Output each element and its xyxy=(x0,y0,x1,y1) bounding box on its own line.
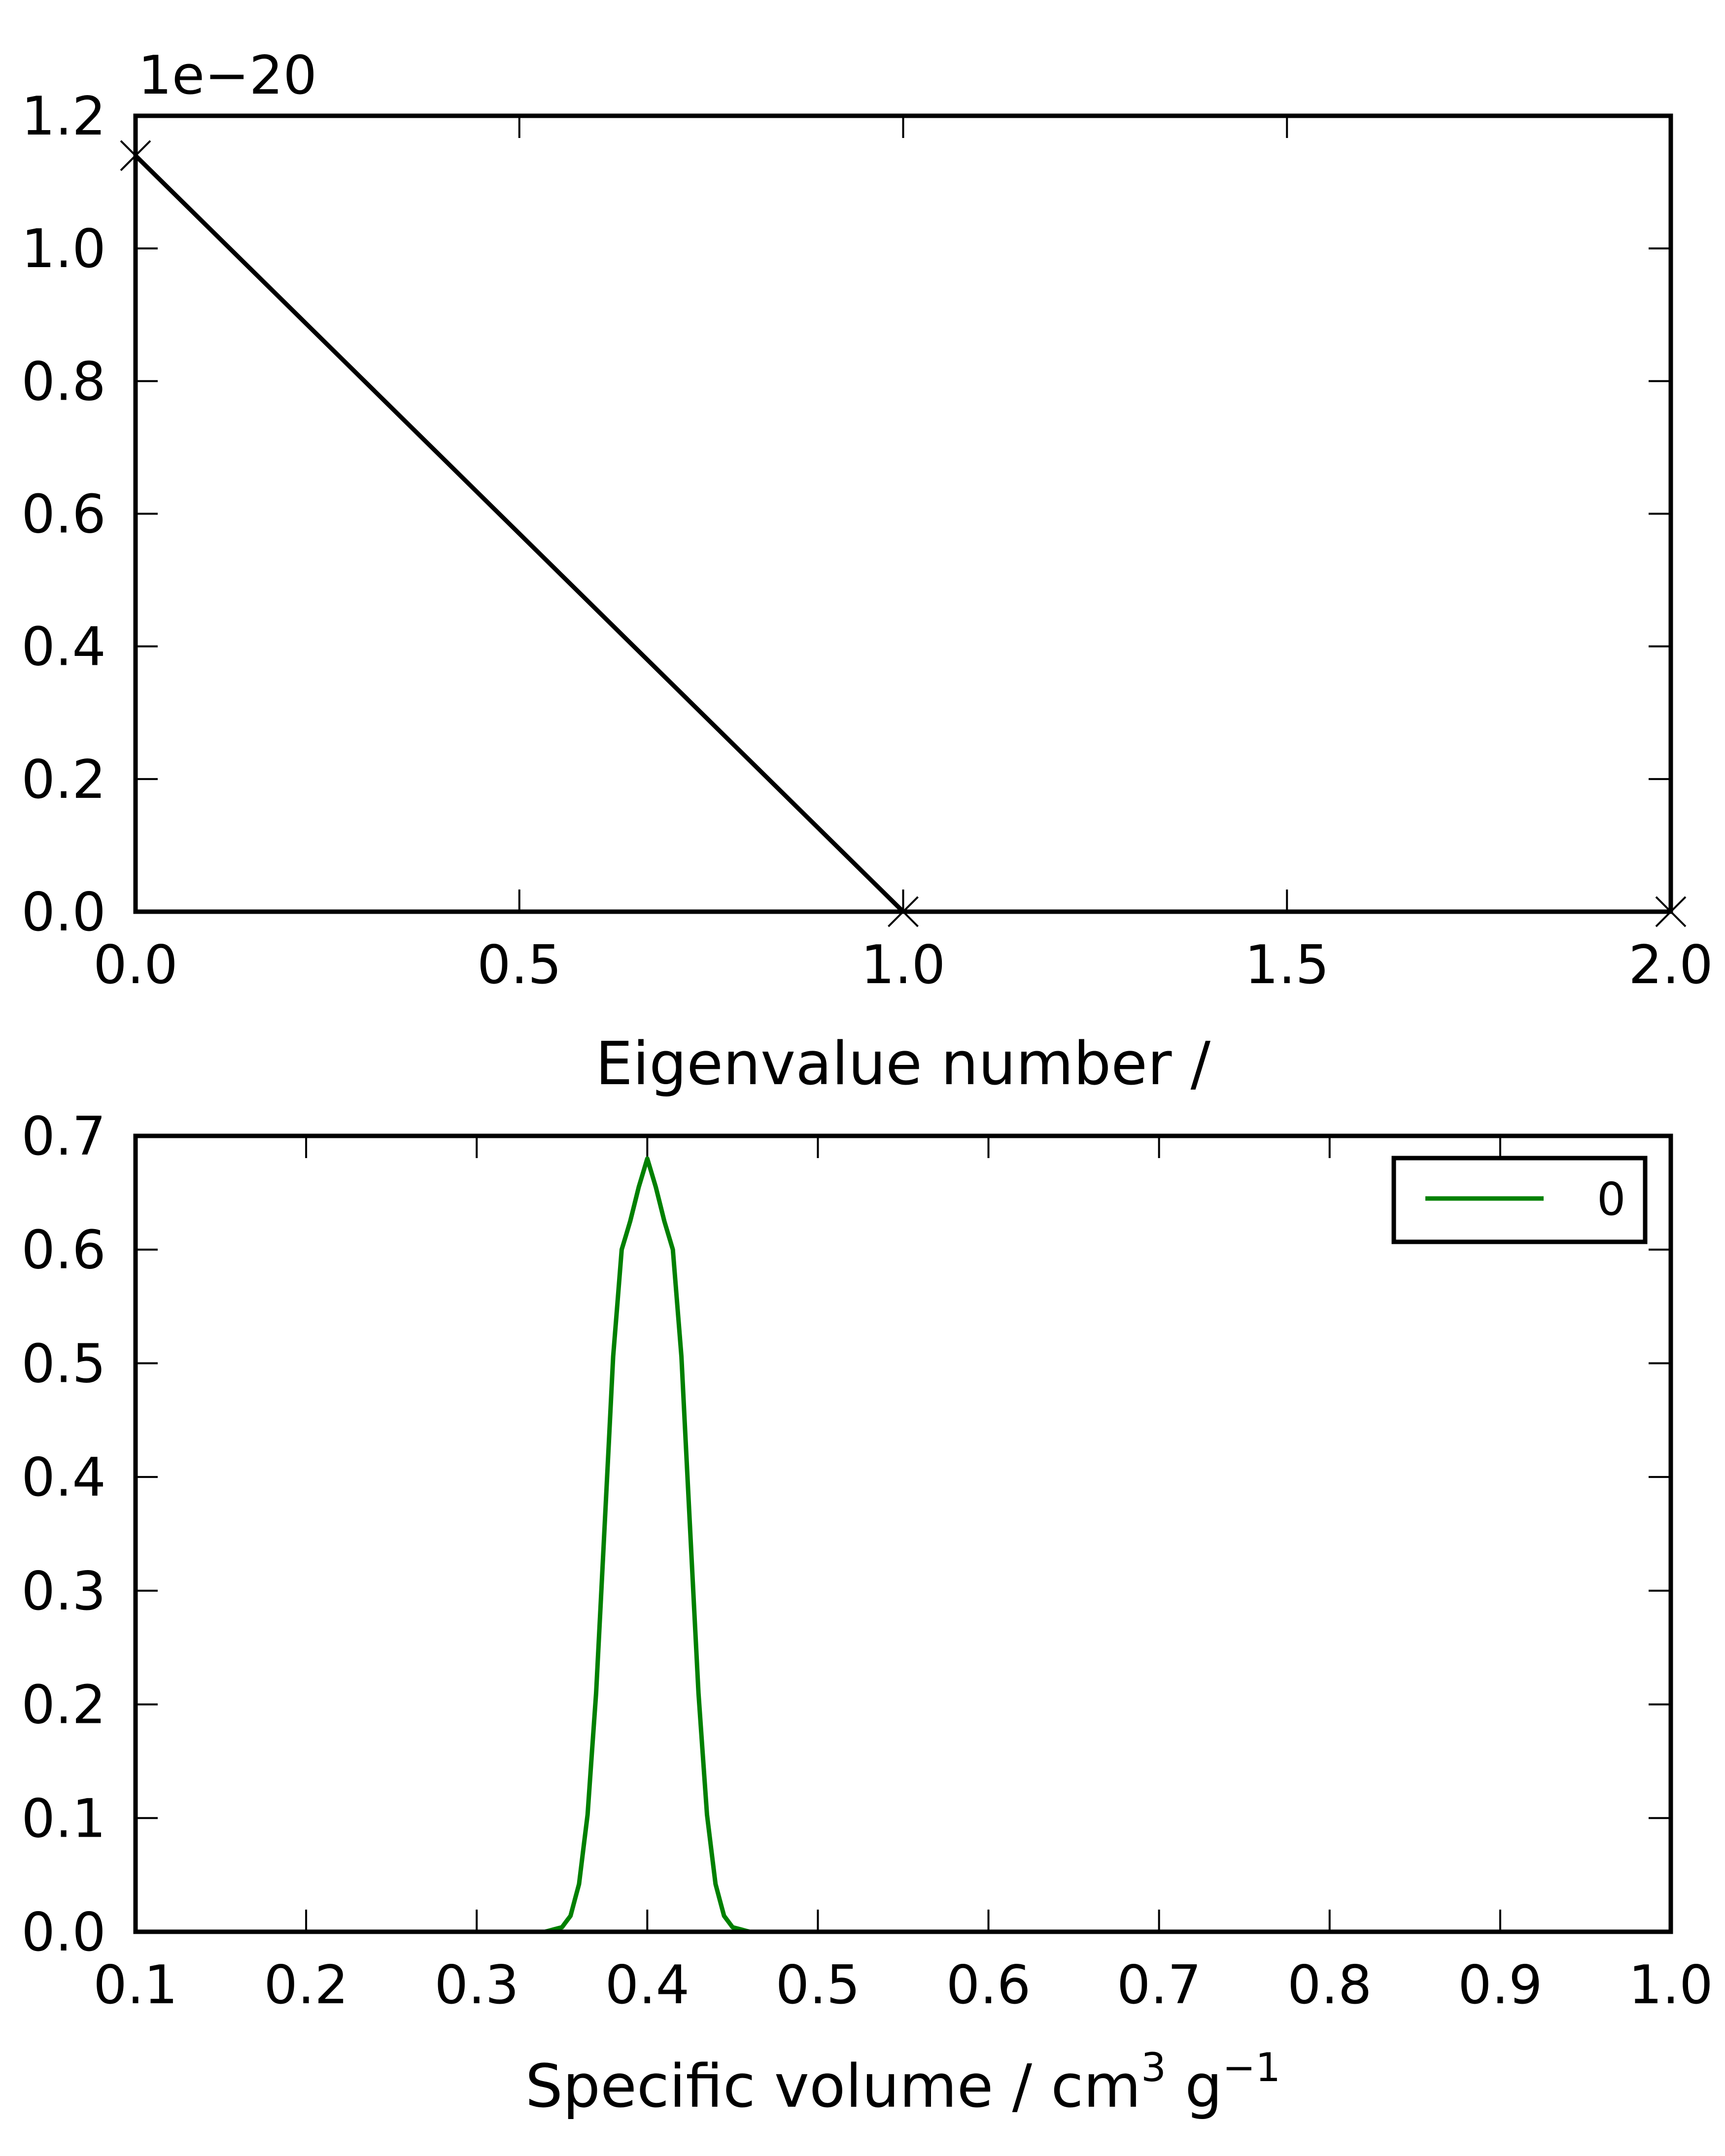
y-tick-label: 0.4 xyxy=(21,616,106,678)
x-tick-label: 0.4 xyxy=(605,1954,690,2016)
legend-label: 0 xyxy=(1597,1173,1626,1226)
specific-volume-plot-tick-labels: 0.1 0.2 0.3 0.4 0.5 0.6 0.7 0.8 0.9 1.00.00.10.20… xyxy=(21,1106,1713,2016)
y-tick-label: 0.1 xyxy=(21,1788,106,1849)
x-tick-label: 0.6 xyxy=(946,1954,1031,2016)
y-tick-label: 0.3 xyxy=(21,1561,106,1622)
x-tick-label: 0.8 xyxy=(1287,1954,1372,2016)
eigenvalue-plot-x-label: Eigenvalue number / xyxy=(595,1030,1211,1098)
y-tick-label: 0.0 xyxy=(21,1902,106,1963)
x-tick-label: 0.3 xyxy=(434,1954,519,2016)
y-tick-label: 0.5 xyxy=(21,1333,106,1395)
x-label-superscript-1: 3 xyxy=(1141,2045,1166,2090)
y-tick-label: 0.4 xyxy=(21,1447,106,1508)
x-tick-label: 0.2 xyxy=(264,1954,348,2016)
x-label-main: Specific volume / cm xyxy=(525,2053,1141,2121)
x-tick-label: 0.1 xyxy=(93,1954,178,2016)
eigenvalue-plot-tick-labels: 0.0 0.5 1.0 1.5 2.0 0.0 0.2 0.4 0.6 0.8 1.0 1.2 xyxy=(21,86,1713,996)
specific-volume-plot-frame xyxy=(133,1133,1673,1934)
eigenvalue-plot: 0.0 0.5 1.0 1.5 2.0 0.0 0.2 0.4 0.6 0.8 1.0 1.2 1e−… xyxy=(21,45,1713,1098)
x-tick-label: 0.5 xyxy=(477,934,562,996)
y-tick-label: 0.6 xyxy=(21,484,106,546)
y-tick-label: 1.0 xyxy=(21,218,106,280)
y-tick-label: 0.0 xyxy=(21,882,106,943)
y-tick-label: 1.2 xyxy=(21,86,106,147)
x-tick-label: 0.7 xyxy=(1117,1954,1202,2016)
x-tick-label: 1.5 xyxy=(1244,934,1329,996)
y-tick-label: 0.8 xyxy=(21,351,106,412)
x-tick-label: 1.0 xyxy=(861,934,946,996)
x-label-mid: g xyxy=(1166,2053,1222,2121)
x-tick-label: 1.0 xyxy=(1628,1954,1713,2016)
y-tick-label: 0.2 xyxy=(21,749,106,811)
specific-volume-plot: 0.1 0.2 0.3 0.4 0.5 0.6 0.7 0.8 0.9 1.00.00.10.20… xyxy=(21,1106,1713,2121)
eigenvalue-plot-offset-text: 1e−20 xyxy=(138,45,317,106)
x-tick-label: 2.0 xyxy=(1628,934,1713,996)
specific-volume-plot-ticks xyxy=(135,1135,1672,1933)
legend: 0 xyxy=(1391,1156,1648,1244)
y-tick-label: 0.6 xyxy=(21,1220,106,1281)
x-tick-label: 0.0 xyxy=(93,934,178,996)
specific-volume-plot-x-label: Specific volume / cm3 g−1 xyxy=(525,2045,1281,2121)
eigenvalue-plot-frame xyxy=(133,113,1673,914)
y-tick-label: 0.7 xyxy=(21,1106,106,1167)
x-label-superscript-2: −1 xyxy=(1222,2045,1280,2090)
x-tick-label: 0.5 xyxy=(776,1954,861,2016)
y-tick-label: 0.2 xyxy=(21,1675,106,1736)
x-tick-label: 0.9 xyxy=(1458,1954,1543,2016)
